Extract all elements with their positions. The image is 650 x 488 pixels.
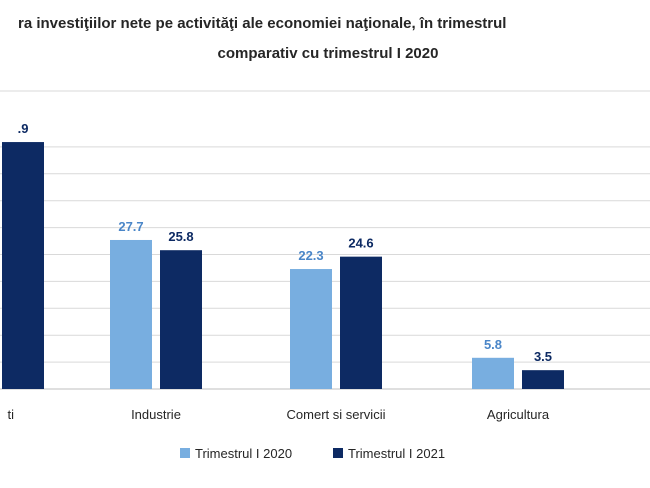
chart-title-line2: comparativ cu trimestrul I 2020 — [218, 45, 439, 62]
bar-trimestrul-i-2021-0 — [2, 142, 44, 389]
legend-label: Trimestrul I 2021 — [348, 446, 445, 461]
legend: Trimestrul I 2020 Trimestrul I 2021 — [180, 446, 445, 461]
legend-swatch — [180, 448, 190, 458]
value-label: 25.8 — [168, 229, 193, 244]
value-label: .9 — [18, 121, 29, 136]
bar-trimestrul-i-2021-3 — [522, 370, 564, 389]
bar-trimestrul-i-2021-1 — [160, 250, 202, 389]
legend-swatch — [333, 448, 343, 458]
category-label: Agricultura — [487, 407, 550, 422]
bar-trimestrul-i-2020-1 — [110, 239, 152, 389]
chart-title-line1: ra investiţiilor nete pe activităţi ale … — [18, 15, 506, 32]
category-labels-group: ti Industrie Comert si servicii Agricultura — [8, 407, 550, 422]
value-label: 22.3 — [298, 248, 323, 263]
bar-trimestrul-i-2020-3 — [472, 357, 514, 389]
category-label: Comert si servicii — [287, 407, 386, 422]
legend-label: Trimestrul I 2020 — [195, 446, 292, 461]
bar-trimestrul-i-2020-2 — [290, 269, 332, 389]
value-label: 24.6 — [348, 236, 373, 251]
value-label: 27.7 — [118, 219, 143, 234]
bars-group — [2, 142, 564, 389]
bar-trimestrul-i-2021-2 — [340, 256, 382, 389]
value-labels-group: 27.7 22.3 5.8 .9 25.8 24.6 3.5 — [18, 121, 552, 364]
category-label: ti — [8, 407, 15, 422]
category-label: Industrie — [131, 407, 181, 422]
value-label: 3.5 — [534, 349, 552, 364]
value-label: 5.8 — [484, 337, 502, 352]
